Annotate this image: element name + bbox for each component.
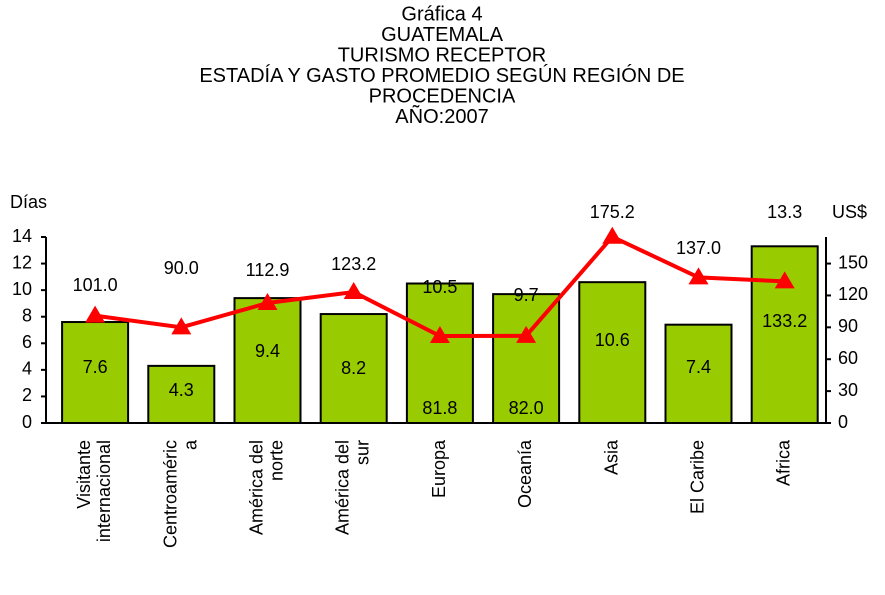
category-label: Visitanteinternacional — [74, 440, 114, 542]
bar-value-label: 13.3 — [767, 202, 802, 222]
bar-value-label: 4.3 — [169, 380, 194, 400]
bar-value-label: 10.5 — [422, 277, 457, 297]
chart-title: PROCEDENCIA — [369, 85, 516, 107]
bar-value-label: 8.2 — [341, 358, 366, 378]
chart-title: GUATEMALA — [381, 24, 504, 46]
y2-tick-label: 30 — [838, 380, 858, 400]
line-marker — [171, 317, 192, 335]
y-tick-label: 2 — [22, 385, 32, 405]
bar — [319, 313, 388, 424]
y-tick-label: 14 — [12, 226, 32, 246]
line-marker — [343, 282, 364, 300]
y2-tick-label: 0 — [838, 412, 848, 432]
category-label: Africa — [773, 439, 793, 486]
chart-title: TURISMO RECEPTOR — [338, 44, 547, 66]
line-marker — [774, 271, 795, 289]
bar — [61, 321, 130, 424]
y2-tick-label: 120 — [838, 284, 868, 304]
bar — [147, 364, 216, 424]
y2-tick-label: 90 — [838, 316, 858, 336]
category-label: Europa — [429, 439, 449, 498]
category-label: Oceanía — [515, 439, 535, 508]
y-tick-label: 0 — [22, 412, 32, 432]
line-value-label: 112.9 — [246, 260, 290, 280]
line-value-label: 90.0 — [164, 258, 199, 278]
bar-value-label: 7.6 — [83, 357, 108, 377]
y-tick-label: 6 — [22, 332, 32, 352]
line-marker — [429, 326, 450, 344]
line-value-label: 133.2 — [762, 311, 807, 331]
bar — [664, 323, 733, 424]
y-tick-label: 8 — [22, 305, 32, 325]
line-marker — [85, 305, 106, 323]
line-marker — [602, 226, 623, 244]
line-marker — [257, 293, 278, 311]
chart-title: Gráfica 4 — [401, 3, 482, 25]
y-tick-label: 12 — [12, 252, 32, 272]
chart-title: AÑO:2007 — [395, 104, 488, 128]
category-label: Centroamérica — [160, 439, 200, 548]
y2-tick-label: 150 — [838, 252, 868, 272]
y2-tick-label: 60 — [838, 348, 858, 368]
y-tick-label: 10 — [12, 279, 32, 299]
category-label: América delnorte — [246, 440, 286, 535]
category-label: Asia — [601, 439, 621, 475]
line-value-label: 82.0 — [509, 398, 544, 418]
line-value-label: 123.2 — [331, 254, 376, 274]
line-value-label: 81.8 — [422, 398, 457, 418]
bar — [405, 282, 474, 424]
line-marker — [516, 325, 537, 343]
bar — [492, 293, 561, 424]
line-value-label: 101.0 — [73, 275, 118, 295]
line-marker — [688, 267, 709, 285]
bar-value-label: 9.4 — [255, 341, 280, 361]
category-label: El Caribe — [687, 440, 707, 514]
y-tick-label: 4 — [22, 359, 32, 379]
category-label: América delsur — [332, 440, 372, 535]
chart-title: ESTADÍA Y GASTO PROMEDIO SEGÚN REGIÓN DE — [199, 64, 684, 87]
line-value-label: 137.0 — [676, 238, 721, 258]
bar — [578, 281, 647, 424]
y2-axis-label: US$ — [832, 202, 867, 222]
bar-value-label: 9.7 — [514, 285, 539, 305]
bar-value-label: 10.6 — [595, 330, 630, 350]
y-axis-label: Días — [10, 192, 47, 212]
bar-value-label: 7.4 — [686, 357, 711, 377]
bar — [233, 297, 302, 424]
line-value-label: 175.2 — [590, 202, 635, 222]
